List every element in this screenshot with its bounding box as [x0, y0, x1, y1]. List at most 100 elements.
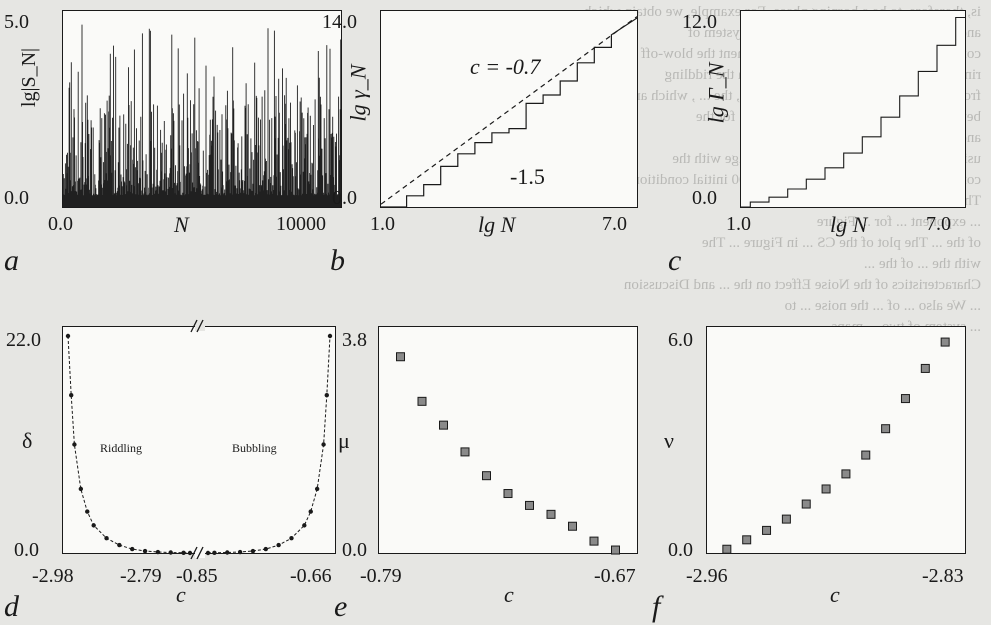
panel-c-ytick-top: 12.0: [682, 11, 717, 33]
panel-a-ylabel: lg|S_N|: [18, 47, 41, 108]
panel-c-xtick-left: 1.0: [726, 213, 751, 235]
panel-e-point: [396, 352, 405, 362]
panel-e-ylabel: μ: [338, 428, 350, 453]
panel-f-point: [742, 535, 752, 545]
panel-d-bubbling-point: [289, 536, 294, 541]
panel-a-xtick-right: 10000: [276, 213, 326, 235]
panel-a-xlabel: N: [174, 212, 189, 237]
panel-a-letter: a: [4, 244, 19, 277]
panel-e-point: [589, 536, 599, 546]
panel-c-ytick-bottom: 0.0: [692, 187, 717, 209]
panel-e-xtick-right: -0.67: [594, 565, 636, 587]
panel-f-point: [940, 337, 950, 347]
panel-e-ytick-top: 3.8: [342, 329, 367, 351]
panel-d-bubbling-point: [237, 549, 243, 555]
panel-e-point: [417, 396, 427, 406]
panel-a-ytick-top: 5.0: [4, 11, 29, 33]
panel-d-axis-break-mark-top: [196, 319, 204, 333]
panel-c-curve: [741, 16, 965, 208]
panel-c-xtick-right: 7.0: [926, 213, 951, 235]
panel-d-bubbling-point: [276, 542, 281, 548]
panel-f-point: [881, 424, 891, 434]
panel-d-riddling-point: [117, 542, 122, 548]
panel-d-ytick-bottom: 0.0: [14, 539, 39, 561]
panel-b-frame: [380, 10, 638, 208]
panel-f-point: [841, 469, 851, 479]
panel-f-point: [762, 525, 772, 535]
panel-f-point: [861, 450, 871, 460]
panel-c-ylabel: lg Γ_N: [703, 62, 729, 124]
panel-c-xlabel: lg N: [830, 212, 868, 237]
panel-e-point: [546, 509, 556, 519]
panel-d-region-bubbling: Bubbling: [232, 441, 277, 455]
panel-d-riddling-point: [155, 549, 161, 555]
panel-d-bubbling-point: [308, 509, 313, 514]
panel-d-axis-break-mark-top: [190, 319, 198, 333]
panel-f-xlabel: c: [830, 582, 840, 607]
panel-d-riddling-point: [104, 536, 109, 541]
panel-b-ylabel: lg γ_N: [345, 64, 371, 122]
panel-d-riddling-point: [168, 550, 173, 555]
panel-a-spikes: [62, 24, 342, 207]
panel-d-frame: [62, 326, 336, 554]
panel-c-frame: [740, 10, 966, 208]
panel-d-riddling-point: [78, 486, 84, 492]
panel-d-xtick-3: -0.66: [290, 565, 332, 587]
panel-f-ytick-bottom: 0.0: [668, 539, 693, 561]
panel-b-xtick-left: 1.0: [370, 213, 395, 235]
panel-e-ytick-bottom: 0.0: [342, 539, 367, 561]
panel-f-ytick-top: 6.0: [668, 329, 693, 351]
panel-b-staircase: [381, 17, 638, 208]
panel-e-point: [525, 500, 534, 510]
panel-e-frame: [378, 326, 638, 554]
panel-b-xtick-right: 7.0: [602, 213, 627, 235]
panel-b-xlabel: lg N: [478, 212, 516, 237]
panel-d-riddling-point: [181, 550, 186, 556]
panel-d-bubbling-point: [321, 442, 326, 447]
panel-b-ytick-bottom: 0.0: [332, 187, 357, 209]
panel-b-annotation-slope: -1.5: [510, 164, 545, 189]
panel-e-point: [482, 471, 491, 481]
panel-d-bubbling-point: [205, 550, 211, 556]
panel-e-point: [568, 521, 577, 531]
panel-f-ylabel: ν: [664, 428, 674, 453]
panel-d-riddling-point: [69, 392, 74, 398]
panel-e-point: [439, 420, 448, 430]
panel-d-axis-break-mark: [190, 546, 198, 560]
panel-d-letter: d: [4, 590, 19, 623]
panel-d-region-riddling: Riddling: [100, 441, 143, 455]
panel-b-annotation-c: c = -0.7: [470, 54, 541, 79]
panel-d-riddling-point: [72, 442, 77, 447]
panel-a-xtick-left: 0.0: [48, 213, 73, 235]
panel-d-ytick-top: 22.0: [6, 329, 41, 351]
panel-d-axis-break-mark: [196, 546, 204, 560]
panel-d-xtick-1: -2.79: [120, 565, 162, 587]
panel-d-riddling-point: [85, 509, 90, 514]
panel-d-bubbling-point: [324, 392, 329, 398]
panel-d-bubbling-point: [212, 550, 217, 556]
panel-d-bubbling-point: [250, 548, 256, 554]
panel-d-xtick-2: -0.85: [176, 565, 218, 587]
panel-f-point: [801, 499, 811, 509]
panel-f-point: [722, 544, 732, 554]
panel-d-bubbling-point: [263, 546, 268, 552]
panel-e-point: [460, 447, 470, 457]
panel-d-xtick-0: -2.98: [32, 565, 74, 587]
panel-d-riddling-point: [91, 523, 96, 528]
panel-f-point: [900, 394, 910, 404]
panel-d-bubbling-point: [327, 333, 333, 339]
panel-e-xtick-left: -0.79: [360, 565, 402, 587]
panel-d-riddling-point: [65, 333, 71, 339]
panel-d-riddling-point: [187, 550, 193, 556]
panel-e-xlabel: c: [504, 582, 514, 607]
panel-f-point: [781, 514, 791, 524]
panel-d-bubbling-point: [225, 550, 230, 555]
panel-e-point: [611, 545, 620, 555]
panel-b-ytick-top: 14.0: [322, 11, 357, 33]
panel-f-xtick-right: -2.83: [922, 565, 964, 587]
panel-b-fit-line: [380, 16, 638, 205]
panel-d-bubbling-point: [302, 523, 307, 528]
panel-d-riddling-point: [130, 546, 135, 552]
panel-f-letter: f: [652, 590, 661, 623]
